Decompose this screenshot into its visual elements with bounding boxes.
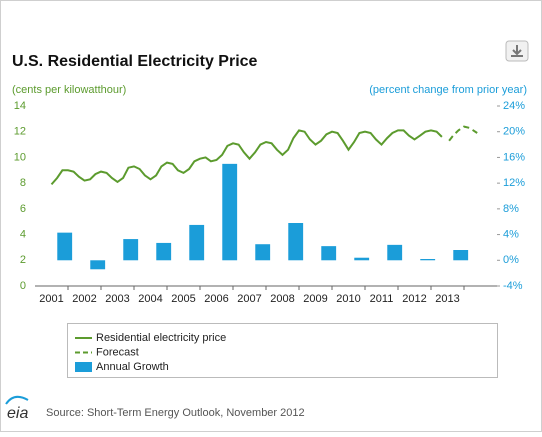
- bar: [189, 224, 205, 261]
- x-tick-label: 2004: [138, 293, 162, 305]
- y2-tick-label: 16%: [503, 151, 525, 163]
- legend-label: Annual Growth: [96, 361, 169, 373]
- y2-tick-label: -4%: [503, 280, 523, 292]
- logo-text: eia: [7, 405, 28, 422]
- x-tick-label: 2013: [435, 293, 459, 305]
- eia-logo: eia: [5, 395, 29, 422]
- chart-title: U.S. Residential Electricity Price: [12, 53, 258, 70]
- download-icon[interactable]: [511, 45, 523, 57]
- y-tick-label: 10: [14, 151, 26, 163]
- legend-label: Residential electricity price: [96, 332, 226, 344]
- y-tick-label: 8: [20, 177, 26, 189]
- y2-tick-label: 4%: [503, 228, 519, 240]
- x-tick-label: 2010: [336, 293, 360, 305]
- x-tick-label: 2001: [39, 293, 63, 305]
- y-axis-label: (cents per kilowatthour): [12, 84, 126, 96]
- bar: [57, 232, 73, 261]
- bar: [387, 244, 403, 261]
- price-line: [448, 125, 478, 142]
- bar: [156, 242, 172, 261]
- bar: [222, 163, 238, 261]
- y-tick-label: 14: [14, 100, 26, 112]
- x-tick-label: 2011: [370, 293, 394, 305]
- y-tick-label: 6: [20, 203, 26, 215]
- y2-tick-label: 8%: [503, 203, 519, 215]
- bar: [288, 223, 304, 261]
- x-tick-label: 2005: [171, 293, 195, 305]
- bar: [255, 244, 271, 261]
- x-tick-label: 2006: [204, 293, 228, 305]
- source: Source: Short-Term Energy Outlook, Novem…: [46, 407, 305, 419]
- y2-axis-label: (percent change from prior year): [369, 84, 527, 96]
- x-tick-label: 2003: [105, 293, 129, 305]
- price-line: [50, 129, 443, 186]
- bar: [123, 239, 139, 261]
- y-tick-label: 0: [20, 280, 26, 292]
- bar: [321, 246, 337, 261]
- x-tick-label: 2002: [72, 293, 96, 305]
- legend-box: [67, 323, 498, 378]
- y2-tick-label: 20%: [503, 126, 525, 138]
- y2-tick-label: 24%: [503, 100, 525, 112]
- bar: [90, 260, 106, 270]
- y2-tick-label: 12%: [503, 177, 525, 189]
- y2-tick-label: 0%: [503, 254, 519, 266]
- bar: [420, 259, 436, 261]
- bar: [354, 257, 370, 261]
- bar: [453, 250, 469, 261]
- x-tick-label: 2007: [237, 293, 261, 305]
- x-tick-label: 2008: [270, 293, 294, 305]
- y-tick-label: 2: [20, 254, 26, 266]
- logo-swoosh: [5, 395, 29, 405]
- y-tick-label: 12: [14, 126, 26, 138]
- x-tick-label: 2009: [303, 293, 327, 305]
- download-button[interactable]: [505, 40, 529, 62]
- legend-label: Forecast: [96, 346, 139, 358]
- legend-swatch: [75, 362, 92, 372]
- y-tick-label: 4: [20, 228, 26, 240]
- x-tick-label: 2012: [402, 293, 426, 305]
